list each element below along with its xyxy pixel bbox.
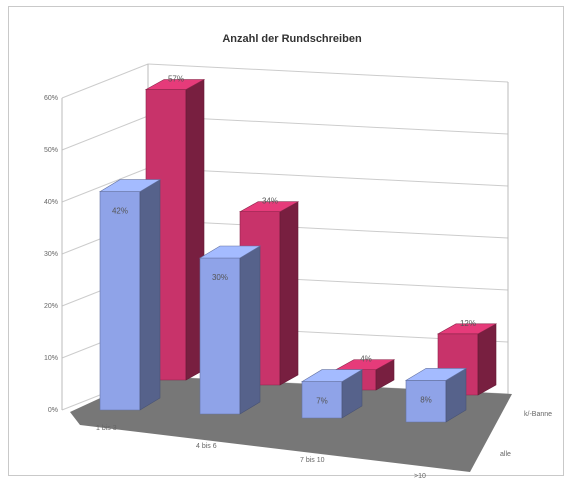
bar-top: [198, 245, 262, 259]
bar: [300, 369, 364, 419]
y-tick-label: 20%: [44, 303, 58, 310]
bar-top: [334, 359, 396, 370]
bar-top: [98, 179, 162, 192]
bar-top: [436, 323, 498, 335]
data-label: 34%: [262, 197, 278, 206]
bar-top: [300, 369, 364, 382]
gridline-side: [61, 167, 149, 203]
y-tick-label: 30%: [44, 251, 58, 258]
y-tick-label: 50%: [44, 147, 58, 154]
bar-side: [239, 245, 261, 415]
y-tick-label: 60%: [44, 95, 58, 102]
x-tick-label: 1 bis 3: [96, 425, 117, 432]
bar-side: [279, 201, 299, 386]
data-label: 12%: [460, 319, 476, 328]
series-label: k/-Banne: [524, 411, 552, 418]
bar: [404, 367, 468, 423]
data-label: 57%: [168, 75, 184, 84]
data-label: 42%: [112, 207, 128, 216]
chart-floor: [70, 376, 512, 472]
x-tick-label: >10: [414, 473, 426, 480]
gridline-back: [147, 219, 509, 239]
bar: [198, 245, 262, 415]
chart-title: Anzahl der Rundschreiben: [222, 33, 362, 45]
bar-front: [99, 191, 141, 411]
gridline-side: [61, 115, 149, 151]
data-label: 7%: [316, 397, 328, 406]
y-tick-label: 10%: [44, 355, 58, 362]
x-tick-label: 7 bis 10: [300, 457, 325, 464]
gridline-back: [147, 63, 509, 83]
bar-top: [238, 201, 300, 213]
gridline-back: [147, 115, 509, 135]
bar-top: [404, 368, 468, 381]
data-label: 30%: [212, 273, 228, 282]
bar-side: [139, 179, 161, 411]
gridline-back: [147, 167, 509, 187]
data-label: 4%: [360, 355, 372, 364]
series-label: alle: [500, 451, 511, 458]
bar: [98, 179, 162, 411]
data-label: 8%: [420, 395, 432, 404]
bar-side: [477, 323, 497, 396]
y-tick-label: 40%: [44, 199, 58, 206]
x-tick-label: 4 bis 6: [196, 443, 217, 450]
y-tick-label: 0%: [48, 407, 58, 414]
gridline-side: [61, 63, 149, 99]
bar-top: [144, 79, 206, 90]
